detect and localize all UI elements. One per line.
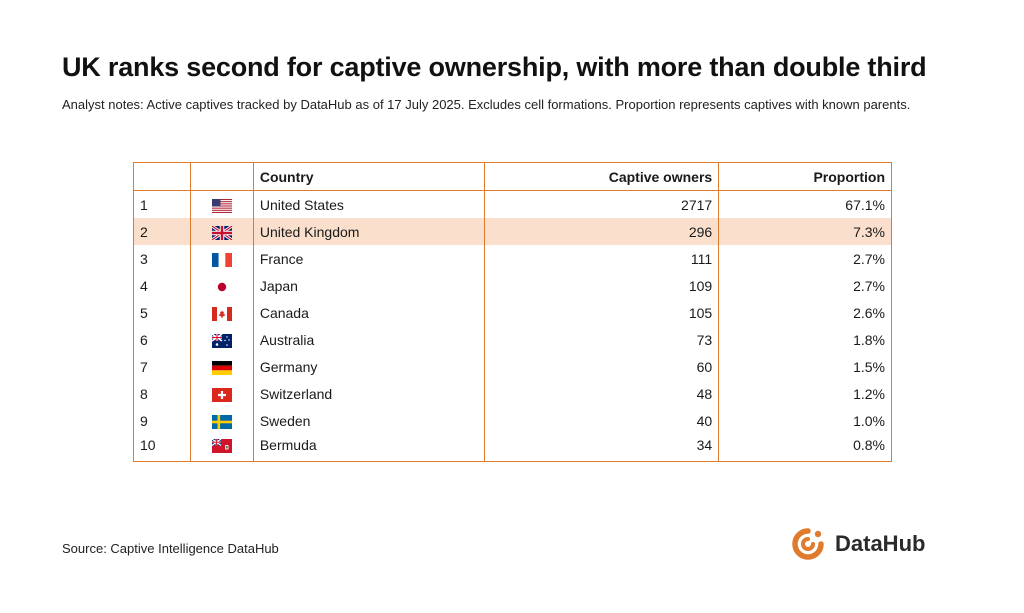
datahub-logo-icon [792, 528, 824, 560]
country-cell: Bermuda [253, 434, 485, 462]
rank-cell: 7 [133, 353, 191, 380]
rank-cell: 5 [133, 299, 191, 326]
country-cell: Australia [253, 326, 485, 353]
table-row: 7 Germany 60 1.5% [133, 353, 892, 380]
flag-cell [190, 434, 254, 462]
captive-owners-cell: 48 [484, 380, 720, 407]
country-cell: Switzerland [253, 380, 485, 407]
proportion-cell: 67.1% [718, 190, 892, 218]
country-cell: Japan [253, 272, 485, 299]
datahub-logo: DataHub [790, 525, 925, 563]
country-cell: Canada [253, 299, 485, 326]
datahub-logo-text: DataHub [835, 531, 926, 556]
rank-cell: 6 [133, 326, 191, 353]
table-row: 5 Canada 105 2.6% [133, 299, 892, 326]
flag-cell [190, 190, 254, 218]
switzerland-flag-icon [211, 385, 232, 402]
flag-cell [190, 353, 254, 380]
rank-cell: 4 [133, 272, 191, 299]
captive-owners-cell: 40 [484, 407, 720, 434]
table-header-row: Country Captive owners Proportion [133, 162, 892, 191]
table-row: 9 Sweden 40 1.0% [133, 407, 892, 434]
table-body: 1 United States 2717 67.1% 2 United Kingdom 29… [133, 190, 892, 462]
captive-owners-cell: 73 [484, 326, 720, 353]
chart-title: UK ranks second for captive ownership, w… [62, 52, 927, 82]
proportion-cell: 1.0% [718, 407, 892, 434]
rank-cell: 2 [133, 218, 191, 245]
captive-owners-table: Country Captive owners Proportion 1 Unite… [133, 162, 892, 462]
country-cell: United States [253, 190, 485, 218]
table-row: 10 Bermuda 34 0.8% [133, 434, 892, 462]
rank-cell: 8 [133, 380, 191, 407]
canada-flag-icon [211, 304, 232, 321]
header-proportion: Proportion [718, 162, 892, 191]
flag-cell [190, 245, 254, 272]
proportion-cell: 2.7% [718, 272, 892, 299]
captive-owners-cell: 296 [484, 218, 720, 245]
chart-subtitle: Analyst notes: Active captives tracked b… [62, 97, 911, 112]
captive-owners-cell: 105 [484, 299, 720, 326]
flag-cell [190, 326, 254, 353]
proportion-cell: 1.8% [718, 326, 892, 353]
rank-cell: 9 [133, 407, 191, 434]
table-row: 2 United Kingdom 296 7.3% [133, 218, 892, 245]
table-row: 8 Switzerland 48 1.2% [133, 380, 892, 407]
bermuda-flag-icon [211, 436, 232, 453]
france-flag-icon [211, 250, 232, 267]
captive-owners-cell: 109 [484, 272, 720, 299]
source-note: Source: Captive Intelligence DataHub [62, 541, 279, 556]
captive-owners-cell: 2717 [484, 190, 720, 218]
header-captive-owners: Captive owners [484, 162, 720, 191]
proportion-cell: 7.3% [718, 218, 892, 245]
country-cell: Sweden [253, 407, 485, 434]
flag-cell [190, 218, 254, 245]
captive-owners-cell: 111 [484, 245, 720, 272]
us-flag-icon [211, 196, 232, 213]
germany-flag-icon [211, 358, 232, 375]
header-country: Country [253, 162, 485, 191]
flag-cell [190, 380, 254, 407]
flag-cell [190, 272, 254, 299]
captive-owners-cell: 34 [484, 434, 720, 462]
sweden-flag-icon [211, 412, 232, 429]
table-row: 6 Australia 73 1.8% [133, 326, 892, 353]
flag-cell [190, 407, 254, 434]
table-row: 1 United States 2717 67.1% [133, 190, 892, 218]
proportion-cell: 1.5% [718, 353, 892, 380]
rank-cell: 1 [133, 190, 191, 218]
header-rank [133, 162, 191, 191]
proportion-cell: 2.7% [718, 245, 892, 272]
proportion-cell: 1.2% [718, 380, 892, 407]
proportion-cell: 2.6% [718, 299, 892, 326]
header-flag [190, 162, 254, 191]
country-cell: Germany [253, 353, 485, 380]
table-row: 3 France 111 2.7% [133, 245, 892, 272]
table-row: 4 Japan 109 2.7% [133, 272, 892, 299]
country-cell: France [253, 245, 485, 272]
rank-cell: 3 [133, 245, 191, 272]
uk-flag-icon [211, 223, 232, 240]
flag-cell [190, 299, 254, 326]
japan-flag-icon [211, 277, 232, 294]
proportion-cell: 0.8% [718, 434, 892, 462]
rank-cell: 10 [133, 434, 191, 462]
australia-flag-icon [211, 331, 232, 348]
captive-owners-cell: 60 [484, 353, 720, 380]
country-cell: United Kingdom [253, 218, 485, 245]
